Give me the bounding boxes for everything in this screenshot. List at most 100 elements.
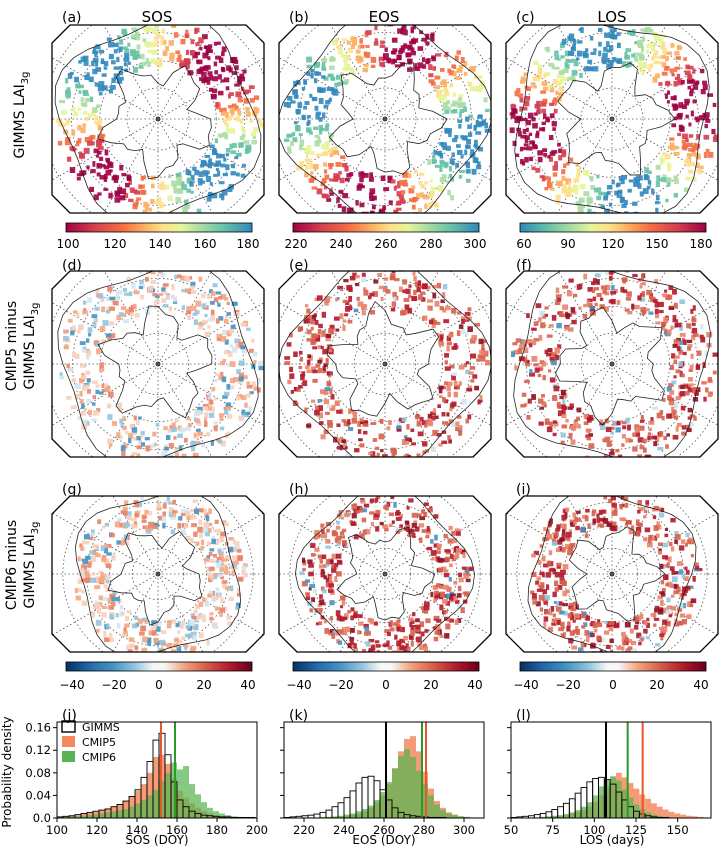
map-cell: [616, 421, 620, 426]
map-cell: [342, 193, 349, 199]
map-cell: [154, 299, 160, 304]
map-cell: [219, 607, 226, 613]
map-cell: [598, 41, 602, 47]
map-cell: [598, 50, 602, 57]
map-cell: [439, 185, 444, 191]
map-cell: [640, 419, 645, 423]
row-label-2: CMIP5 minus GIMMS LAI3g: [4, 301, 41, 391]
map-cell: [221, 189, 228, 196]
map-cell: [206, 47, 212, 53]
map-cell: [687, 387, 694, 393]
map-cell: [58, 121, 64, 127]
map-cell: [571, 319, 577, 325]
map-cell: [521, 161, 526, 166]
map-cell: [573, 185, 579, 191]
map-cell: [695, 117, 700, 123]
map-cell: [512, 140, 517, 147]
map-cell: [309, 93, 313, 98]
map-cell: [343, 420, 349, 427]
map-cell: [132, 66, 139, 73]
bar-cmip6: [428, 795, 434, 818]
map-cell: [624, 522, 628, 527]
map-cell: [213, 625, 219, 630]
map-cell: [86, 165, 90, 170]
map-cell: [660, 55, 666, 59]
map-cell: [321, 554, 327, 560]
map-cell: [583, 273, 588, 280]
map-cell: [414, 66, 421, 72]
map-cell: [355, 55, 362, 59]
map-cell: [646, 617, 650, 622]
map-cell: [441, 292, 446, 298]
map-cell: [364, 51, 371, 58]
map-cell: [326, 528, 330, 533]
map-cell: [560, 440, 565, 445]
map-cell: [210, 93, 217, 98]
map-cell: [640, 307, 647, 313]
bar-cmip6: [581, 806, 587, 818]
map-i: [505, 495, 719, 653]
map-cell: [679, 126, 685, 132]
map-cell: [253, 360, 257, 364]
map-cell: [611, 510, 618, 516]
map-cell: [679, 325, 683, 331]
meridian-line: [157, 573, 221, 652]
map-cell: [191, 290, 197, 294]
map-cell: [162, 511, 167, 518]
map-cell: [564, 543, 571, 550]
map-cell: [165, 434, 171, 441]
map-cell: [237, 97, 243, 103]
map-cell: [451, 530, 456, 536]
map-cell: [315, 334, 320, 338]
map-cell: [180, 529, 187, 535]
map-cell: [561, 175, 566, 181]
map-cell: [361, 277, 367, 283]
map-cell: [369, 188, 376, 195]
map-cell: [219, 567, 225, 572]
map-cell: [444, 556, 451, 562]
map-cell: [467, 385, 472, 390]
map-cell: [305, 150, 312, 156]
map-cell: [538, 398, 544, 404]
bar-cmip6: [416, 770, 422, 818]
map-cell: [207, 325, 211, 329]
meridian-line: [506, 118, 613, 195]
map-cell: [605, 284, 611, 291]
map-cell: [638, 507, 644, 512]
map-cell: [684, 158, 691, 164]
map-cell: [712, 102, 717, 107]
map-cell: [331, 39, 338, 46]
map-cell: [647, 435, 651, 441]
map-cell: [191, 523, 197, 528]
map-cell: [553, 108, 558, 114]
map-cell: [394, 209, 399, 213]
map-cell: [219, 107, 223, 113]
map-cell: [173, 188, 180, 194]
map-cell: [161, 28, 166, 34]
map-cell: [204, 76, 210, 83]
map-cell: [624, 52, 628, 59]
map-cell: [655, 181, 660, 188]
map-cell: [639, 284, 643, 289]
map-cell: [142, 209, 148, 213]
map-cell: [250, 131, 257, 137]
map-cell: [442, 105, 449, 111]
map-cell: [416, 453, 421, 457]
map-cell: [399, 644, 405, 651]
meridian-line: [52, 118, 159, 195]
map-cell: [257, 377, 261, 384]
map-cell: [238, 373, 244, 379]
map-cell: [533, 338, 540, 342]
map-cell: [529, 343, 533, 348]
map-cell: [608, 498, 613, 504]
map-cell: [192, 312, 198, 316]
meridian-line: [310, 271, 386, 365]
map-cell: [234, 338, 240, 344]
map-cell: [661, 588, 666, 593]
map-cell: [553, 385, 560, 392]
map-cell: [433, 598, 438, 603]
map-cell: [639, 445, 645, 450]
map-cell: [220, 597, 224, 604]
map-cell: [571, 311, 577, 315]
